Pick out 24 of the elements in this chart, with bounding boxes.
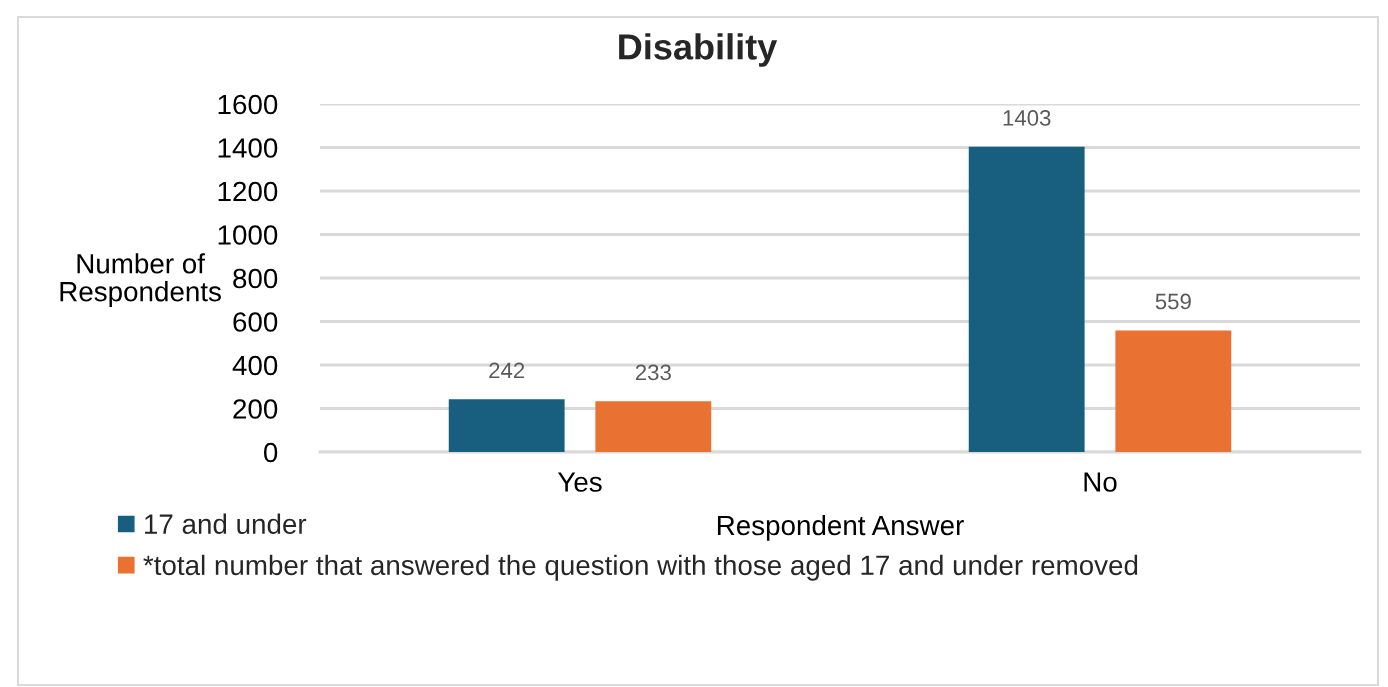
y-tick-label: 1000 (218, 225, 278, 245)
bar (448, 399, 565, 452)
x-axis-title: Respondent Answer (717, 514, 964, 541)
y-tick-label: 600 (233, 312, 278, 332)
bar (1115, 330, 1232, 452)
bar (595, 401, 712, 452)
y-tick-label: 0 (263, 442, 278, 463)
data-label: 1403 (1003, 110, 1051, 126)
y-tick-label: 1600 (218, 94, 278, 115)
data-label: 559 (1155, 293, 1191, 310)
data-label: 242 (489, 362, 525, 379)
y-tick-label: 800 (233, 268, 278, 289)
x-tick-label: No (1084, 472, 1117, 492)
y-tick-label: 400 (232, 355, 278, 376)
bar (968, 146, 1085, 452)
y-axis-title: Number of Respondents (60, 253, 221, 307)
legend-label: *total number that answered the question with those aged 17 and under removed (143, 554, 1138, 581)
chart-title: Disability (619, 33, 778, 67)
x-tick-label: Yes (557, 472, 602, 492)
y-tick-label: 1400 (218, 138, 278, 158)
data-label: 233 (635, 364, 671, 381)
legend-label: 17 and under (145, 513, 307, 534)
y-tick-label: 1200 (218, 181, 278, 202)
y-tick-label: 200 (233, 399, 278, 419)
